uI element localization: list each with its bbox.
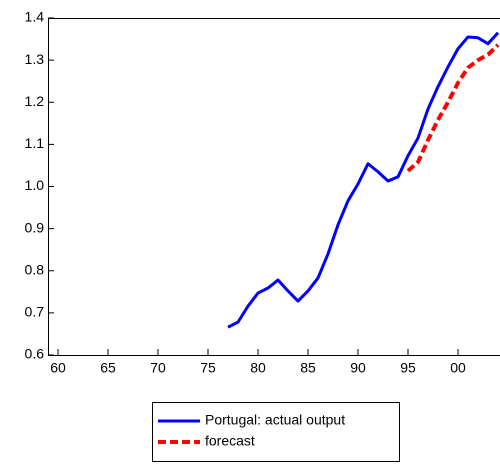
plot-frame (48, 18, 500, 356)
x-tick-label: 75 (200, 360, 216, 376)
x-tick-label: 00 (450, 360, 466, 376)
y-tick-label: 1.3 (25, 51, 45, 67)
legend-box (152, 402, 400, 462)
y-tick-label: 0.7 (25, 304, 45, 320)
y-tick-label: 1.4 (25, 9, 45, 25)
x-tick-label: 60 (50, 360, 66, 376)
x-tick-label: 95 (400, 360, 416, 376)
legend-label: Portugal: actual output (205, 412, 345, 428)
x-tick-label: 70 (150, 360, 166, 376)
series-line (406, 43, 500, 173)
y-tick-label: 0.9 (25, 219, 45, 235)
y-tick-label: 0.8 (25, 261, 45, 277)
x-tick-label: 85 (300, 360, 316, 376)
y-tick-label: 1.1 (25, 135, 45, 151)
x-tick-label: 65 (100, 360, 116, 376)
x-tick-label: 80 (250, 360, 266, 376)
y-tick-label: 1.0 (25, 177, 45, 193)
legend-label: forecast (205, 433, 255, 449)
y-tick-label: 1.2 (25, 93, 45, 109)
y-tick-label: 0.6 (25, 346, 45, 362)
series-line (227, 31, 500, 329)
x-tick-label: 90 (350, 360, 366, 376)
